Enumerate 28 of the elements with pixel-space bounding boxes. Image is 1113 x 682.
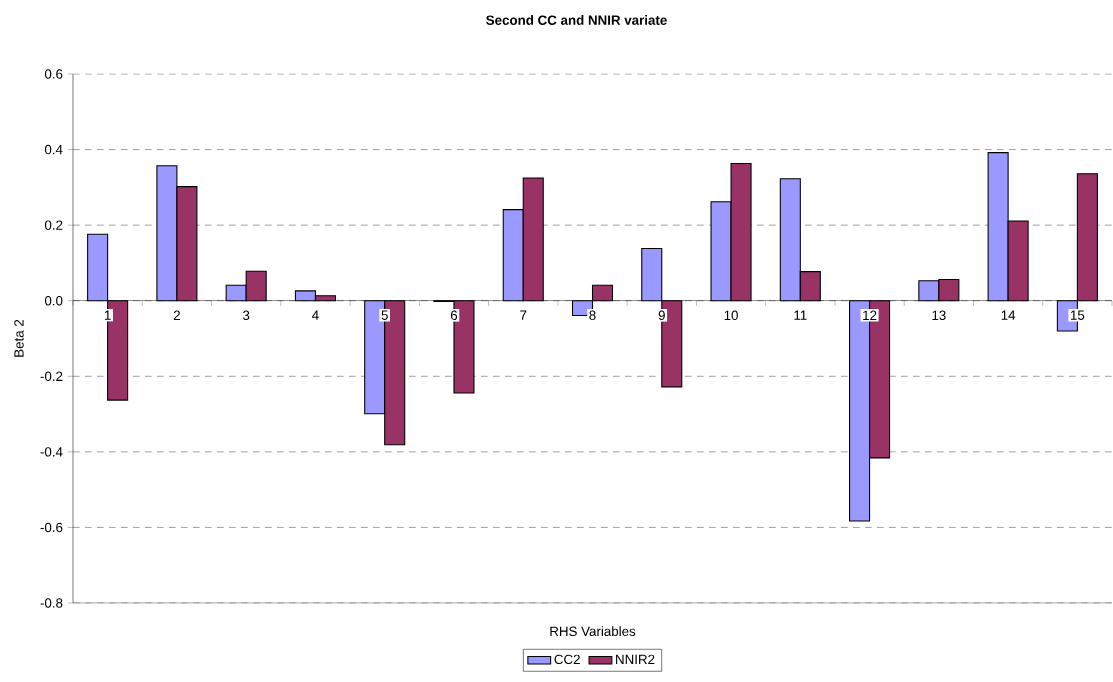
x-tick-label: 8 (589, 310, 596, 321)
x-tick-label: 2 (173, 310, 180, 320)
y-axis-title: Beta 2 (14, 319, 24, 357)
x-tick-label: 4 (312, 310, 319, 320)
y-tick-label: -0.2 (40, 371, 63, 381)
x-tick-label: 15 (1070, 310, 1085, 320)
x-axis-title: RHS Variables (550, 626, 636, 637)
x-tick-label: 14 (1001, 310, 1016, 320)
chart-title: Second CC and NNIR variate (486, 15, 667, 25)
x-tick-label: 5 (381, 310, 388, 320)
x-tick-label: 12 (863, 310, 877, 320)
y-tick-label: 0.6 (44, 69, 63, 79)
x-tick-label: 9 (658, 310, 665, 321)
x-tick-label: 3 (242, 310, 250, 321)
y-tick-label: 0.2 (44, 220, 63, 230)
y-tick-label: 0.0 (44, 296, 63, 306)
y-tick-label: -0.4 (40, 447, 63, 457)
x-tick-label: 10 (724, 310, 738, 321)
x-tick-label: 13 (932, 310, 946, 321)
legend-label: NNIR2 (616, 654, 655, 664)
y-tick-label: -0.6 (40, 522, 63, 533)
y-tick-label: -0.8 (40, 598, 63, 608)
x-tick-label: 6 (450, 310, 458, 321)
legend-label: CC2 (554, 654, 580, 665)
y-tick-label: 0.4 (44, 144, 63, 155)
x-tick-label: 1 (104, 310, 111, 320)
x-tick-label: 7 (520, 310, 527, 320)
x-tick-label: 11 (794, 310, 807, 320)
